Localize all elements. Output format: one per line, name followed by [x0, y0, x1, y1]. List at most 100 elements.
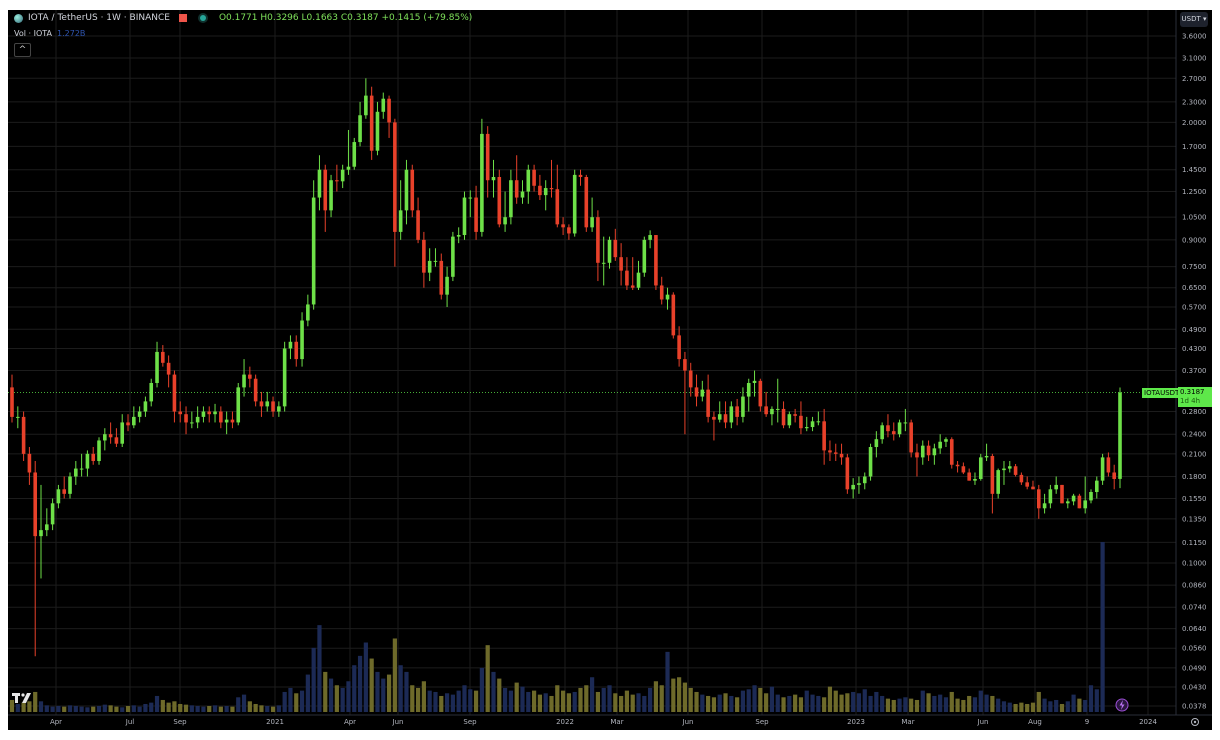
candle[interactable]: [891, 422, 896, 441]
candle[interactable]: [1007, 461, 1012, 473]
currency-dropdown[interactable]: USDT ▾: [1180, 12, 1208, 27]
candle[interactable]: [538, 174, 542, 201]
candle[interactable]: [108, 422, 113, 444]
candle[interactable]: [1071, 493, 1076, 506]
candle[interactable]: [1019, 472, 1024, 485]
candle[interactable]: [114, 428, 119, 448]
candle[interactable]: [335, 164, 339, 192]
candle[interactable]: [340, 164, 345, 189]
candle[interactable]: [636, 260, 641, 290]
candle[interactable]: [271, 396, 275, 417]
candle[interactable]: [961, 462, 966, 475]
candle[interactable]: [329, 174, 333, 218]
candle[interactable]: [938, 434, 942, 454]
candle[interactable]: [978, 453, 983, 481]
candle[interactable]: [880, 422, 884, 444]
candle[interactable]: [920, 440, 925, 465]
candle[interactable]: [572, 169, 577, 237]
candle[interactable]: [874, 431, 879, 458]
candle[interactable]: [787, 411, 792, 429]
candle[interactable]: [758, 378, 763, 412]
candle[interactable]: [862, 472, 867, 490]
candle[interactable]: [770, 406, 774, 426]
candle[interactable]: [161, 345, 165, 367]
flag-icon[interactable]: [178, 14, 187, 22]
candle[interactable]: [746, 378, 751, 412]
candle[interactable]: [375, 101, 380, 156]
candle[interactable]: [1077, 493, 1082, 509]
candle[interactable]: [665, 287, 670, 310]
candle[interactable]: [729, 401, 734, 429]
candle[interactable]: [91, 447, 96, 465]
candle[interactable]: [393, 118, 397, 267]
candle[interactable]: [317, 155, 322, 211]
candle[interactable]: [45, 508, 49, 537]
candle[interactable]: [433, 248, 438, 267]
candle[interactable]: [735, 398, 739, 426]
candle[interactable]: [1054, 476, 1058, 494]
candle[interactable]: [387, 95, 391, 138]
candle[interactable]: [897, 419, 902, 438]
candle[interactable]: [996, 468, 1000, 499]
candle[interactable]: [688, 362, 693, 397]
candle[interactable]: [949, 437, 954, 469]
candle[interactable]: [85, 450, 90, 477]
candle[interactable]: [833, 443, 838, 462]
candle[interactable]: [172, 370, 177, 423]
candle[interactable]: [613, 228, 618, 261]
candle[interactable]: [178, 401, 183, 423]
candle[interactable]: [364, 78, 368, 119]
candle[interactable]: [1106, 452, 1111, 477]
candle[interactable]: [717, 401, 722, 423]
candle[interactable]: [932, 443, 937, 465]
candle[interactable]: [1042, 493, 1047, 514]
candle[interactable]: [944, 437, 948, 448]
candle[interactable]: [277, 401, 281, 417]
candle[interactable]: [398, 180, 403, 240]
candle[interactable]: [242, 359, 246, 397]
candle[interactable]: [764, 391, 768, 417]
candle[interactable]: [195, 406, 200, 429]
candle[interactable]: [253, 374, 258, 407]
candle[interactable]: [555, 164, 560, 228]
candle[interactable]: [120, 414, 125, 448]
candle[interactable]: [741, 387, 745, 423]
candle[interactable]: [1036, 484, 1041, 519]
candle[interactable]: [526, 164, 531, 204]
candle[interactable]: [1094, 476, 1099, 499]
candle[interactable]: [62, 476, 67, 499]
candle[interactable]: [404, 159, 409, 225]
candle[interactable]: [248, 366, 252, 388]
candle[interactable]: [27, 447, 32, 485]
candle[interactable]: [50, 498, 55, 531]
candle[interactable]: [230, 411, 235, 429]
candle[interactable]: [503, 191, 507, 232]
candle[interactable]: [369, 86, 374, 160]
candle[interactable]: [462, 191, 467, 240]
candle[interactable]: [984, 443, 989, 462]
candle[interactable]: [567, 224, 571, 240]
candle[interactable]: [288, 335, 293, 360]
candle[interactable]: [474, 185, 478, 240]
candle[interactable]: [752, 370, 757, 397]
candle[interactable]: [10, 374, 14, 423]
tradingview-logo[interactable]: [12, 693, 31, 703]
candle[interactable]: [294, 335, 299, 367]
candle[interactable]: [1031, 480, 1035, 490]
candle[interactable]: [723, 401, 728, 429]
candle[interactable]: [39, 484, 43, 579]
collapse-legend-button[interactable]: ^: [14, 43, 31, 57]
candle[interactable]: [578, 169, 583, 186]
candle[interactable]: [520, 180, 525, 204]
candle[interactable]: [480, 118, 484, 237]
candle[interactable]: [677, 326, 681, 367]
candle[interactable]: [224, 411, 229, 435]
candle[interactable]: [532, 164, 536, 192]
candle[interactable]: [514, 155, 519, 204]
candle[interactable]: [584, 174, 589, 232]
candle[interactable]: [1065, 498, 1070, 509]
candle[interactable]: [845, 453, 850, 494]
candle[interactable]: [97, 437, 101, 465]
candle[interactable]: [300, 312, 304, 367]
